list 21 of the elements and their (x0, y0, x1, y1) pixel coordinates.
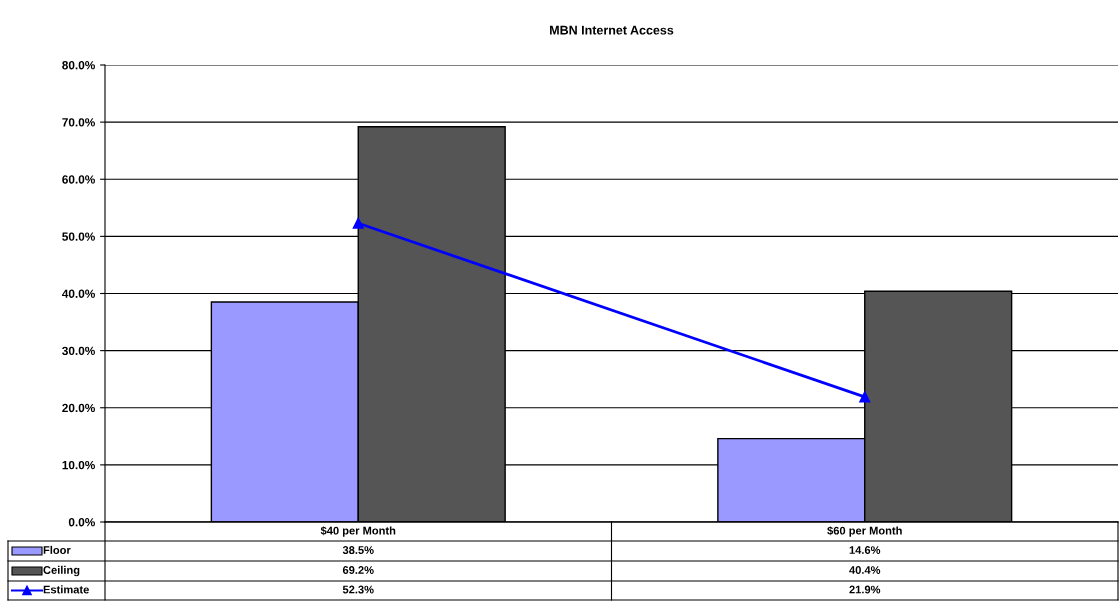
legend-label: Estimate (43, 585, 89, 594)
legend-label: Floor (43, 545, 71, 554)
x-tick-label: $40 per Month (320, 526, 396, 537)
data-label: 14.6% (849, 546, 881, 554)
data-label: 38.5% (342, 546, 374, 554)
y-tick-label: 0.0% (68, 518, 95, 527)
y-tick-label: 20.0% (62, 403, 95, 413)
data-label: 69.2% (342, 566, 374, 574)
chart-title: MBN Internet Access (550, 25, 674, 35)
data-label: 52.3% (342, 585, 374, 594)
y-tick-label: 80.0% (62, 61, 95, 70)
y-tick-label: 60.0% (62, 175, 95, 184)
y-tick-label: 50.0% (62, 232, 95, 241)
data-label: 40.4% (849, 566, 881, 574)
y-tick-label: 10.0% (62, 460, 95, 470)
y-tick-label: 40.0% (61, 289, 95, 298)
x-tick-label: $60 per Month (827, 526, 902, 537)
data-label: 21.9% (849, 585, 881, 594)
y-tick-label: 30.0% (62, 346, 95, 356)
y-tick-label: 70.0% (62, 118, 95, 127)
legend-label: Ceiling (43, 565, 80, 577)
